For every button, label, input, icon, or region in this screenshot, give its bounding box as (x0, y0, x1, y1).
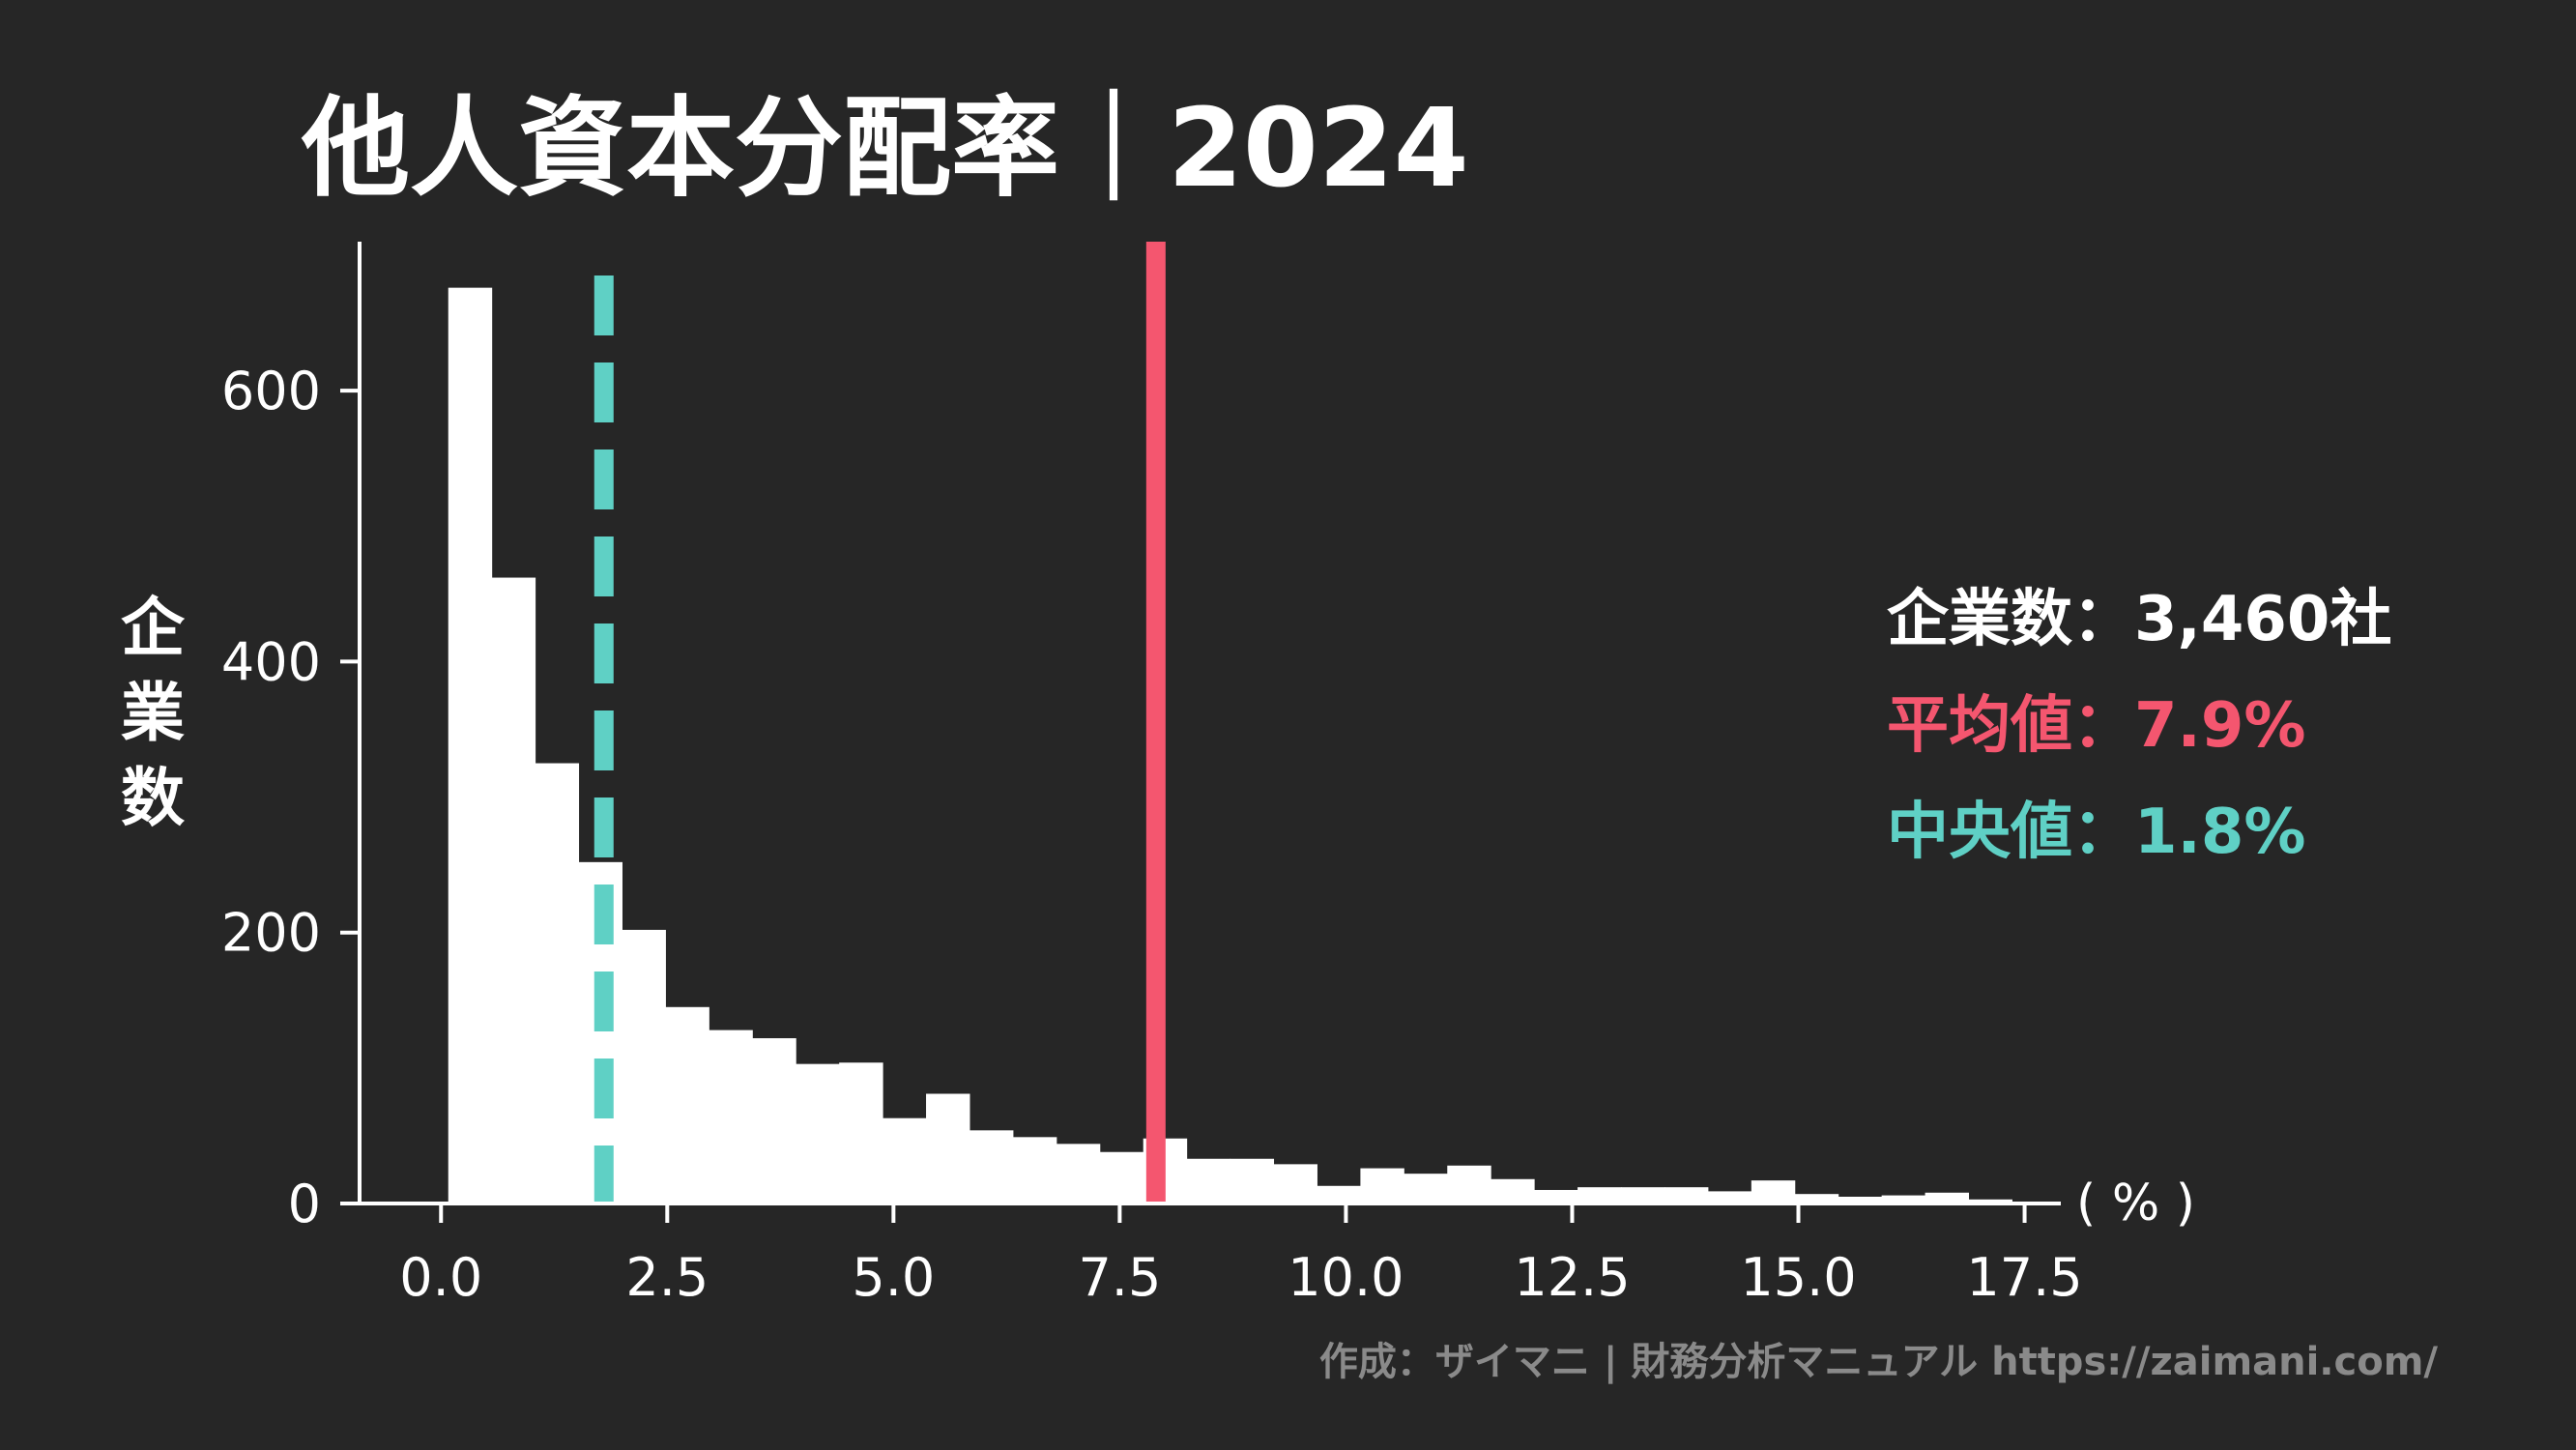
histogram-bar (1577, 1187, 1622, 1204)
histogram-bar (926, 1093, 970, 1204)
histogram-bar (1751, 1180, 1796, 1204)
histogram-bar (535, 763, 580, 1204)
y-tick-label: 0 (288, 1174, 321, 1234)
histogram-bar (1664, 1187, 1709, 1204)
histogram-bar (1621, 1187, 1665, 1204)
histogram-bar (1186, 1158, 1231, 1204)
x-axis-ticks: 0.0 2.5 5.0 7.5 10.0 12.5 15.0 17.5 (399, 1204, 2083, 1308)
y-tick-label: 200 (221, 903, 321, 964)
histogram-bar (1491, 1178, 1535, 1204)
credit-text: 作成：ザイマニ | 財務分析マニュアル https://zaimani.com/ (1319, 1340, 2438, 1385)
histogram-bar (448, 287, 493, 1204)
count-label: 企業数 (1887, 584, 2072, 655)
x-tick-label: 15.0 (1740, 1247, 1856, 1308)
histogram-bar (491, 577, 536, 1204)
histogram-bar (1838, 1196, 1883, 1204)
histogram-bar (752, 1038, 796, 1204)
histogram-bar (796, 1063, 840, 1204)
x-tick-label: 0.0 (399, 1247, 482, 1308)
count-stat: 企業数：3,460社 (1887, 584, 2391, 655)
histogram-bar (1925, 1192, 1970, 1204)
x-tick-label: 5.0 (852, 1247, 935, 1308)
x-tick-label: 7.5 (1078, 1247, 1161, 1308)
median-stat: 中央値：1.8% (1887, 797, 2306, 868)
histogram-bar (1360, 1168, 1404, 1204)
histogram-bar (883, 1117, 927, 1204)
y-axis-label: 企 業 数 (121, 591, 186, 835)
mean-label: 平均値 (1887, 690, 2072, 762)
histogram-bar (1447, 1165, 1491, 1204)
count-separator: ： (2072, 584, 2134, 655)
histogram-bars (448, 287, 2012, 1204)
median-value: 1.8% (2134, 797, 2306, 868)
x-tick-label: 17.5 (1966, 1247, 2082, 1308)
stats-box: 企業数：3,460社 平均値：7.9% 中央値：1.8% (1887, 584, 2391, 868)
x-tick-label: 10.0 (1288, 1247, 1404, 1308)
histogram-bar (1707, 1191, 1752, 1204)
histogram-bar (1881, 1195, 1926, 1204)
mean-value: 7.9% (2134, 690, 2306, 762)
histogram-bar (969, 1130, 1014, 1204)
mean-stat: 平均値：7.9% (1887, 690, 2306, 762)
histogram-bar (1404, 1174, 1448, 1204)
histogram-bar (1794, 1194, 1839, 1204)
histogram-bar (1317, 1185, 1361, 1204)
y-axis-label-char-2: 業 (121, 676, 185, 750)
y-tick-label: 600 (221, 361, 321, 421)
histogram-bar (709, 1030, 753, 1204)
histogram-bar (1273, 1164, 1317, 1204)
histogram-bar (665, 1006, 709, 1204)
y-axis-label-char-3: 数 (121, 761, 185, 835)
histogram-bar (1230, 1158, 1275, 1204)
count-value: 3,460社 (2134, 584, 2391, 655)
y-tick-label: 400 (221, 631, 321, 692)
histogram-bar (839, 1062, 883, 1204)
histogram-bar (1534, 1189, 1578, 1204)
histogram-bar (1968, 1199, 2012, 1204)
chart-title: 他人資本分配率｜2024 (301, 86, 1469, 212)
median-separator: ： (2072, 797, 2134, 868)
y-axis-ticks: 0 200 400 600 (221, 361, 360, 1234)
histogram-bar (1012, 1137, 1057, 1204)
histogram-bar (1099, 1151, 1144, 1204)
mean-separator: ： (2072, 690, 2134, 762)
histogram-bar (622, 929, 666, 1204)
median-label: 中央値 (1887, 797, 2072, 868)
x-axis-unit: ( % ) (2076, 1174, 2195, 1232)
x-tick-label: 2.5 (625, 1247, 709, 1308)
histogram-bar (1056, 1144, 1101, 1204)
y-axis-label-char-1: 企 (121, 591, 186, 665)
x-tick-label: 12.5 (1514, 1247, 1630, 1308)
